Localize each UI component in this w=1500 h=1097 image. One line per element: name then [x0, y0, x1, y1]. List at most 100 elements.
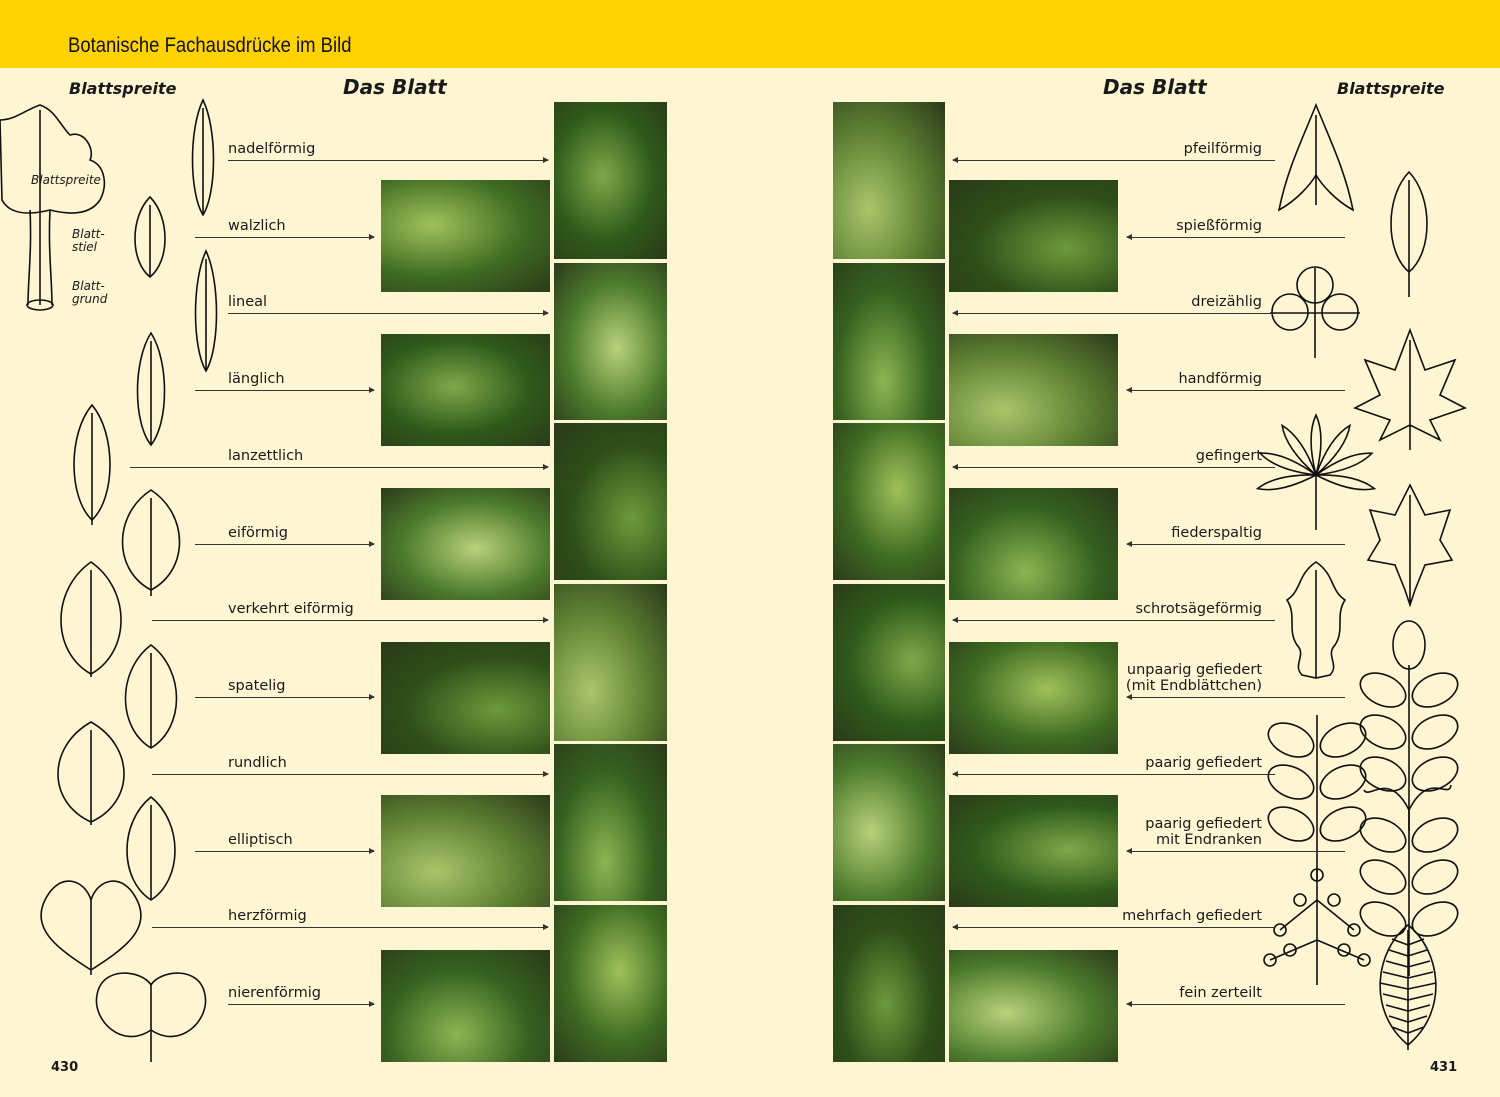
plant-photo — [381, 488, 550, 600]
pointer-line — [195, 541, 375, 547]
leaf-drawing — [1263, 953, 1277, 967]
label-1: spießförmig — [1176, 218, 1262, 234]
pointer-line — [228, 1001, 375, 1007]
left-subtitle: Blattspreite — [69, 79, 177, 98]
leaf-drawing — [1270, 268, 1360, 358]
label-8: rundlich — [228, 755, 287, 771]
plant-photo — [949, 950, 1118, 1062]
page-number-right: 431 — [1430, 1060, 1458, 1075]
plant-photo — [554, 905, 667, 1062]
label-8: paarig gefiedert — [1145, 755, 1262, 771]
leaf-drawing — [1359, 672, 1407, 708]
leaf-drawing — [1379, 923, 1437, 1050]
plant-photo — [381, 180, 550, 292]
leaf-drawing — [27, 110, 53, 306]
plant-photo — [949, 334, 1118, 446]
leaf-drawing — [1359, 901, 1407, 937]
leaf-drawing — [1321, 293, 1359, 331]
plant-photo — [381, 642, 550, 754]
leaf-drawing — [1273, 923, 1287, 937]
plant-photo — [949, 642, 1118, 754]
label-2: lineal — [228, 294, 268, 310]
plant-photo — [833, 423, 945, 580]
pointer-line — [1126, 694, 1345, 700]
pointer-line — [228, 157, 549, 163]
pointer-line — [952, 157, 1275, 163]
label-0: pfeilförmig — [1183, 141, 1262, 157]
pointer-line — [952, 924, 1275, 930]
plant-photo — [381, 795, 550, 907]
leaf-drawing — [1319, 806, 1367, 842]
pointer-line — [952, 771, 1275, 777]
pointer-line — [1126, 234, 1345, 240]
plant-photo — [833, 905, 945, 1062]
pointer-line — [952, 310, 1275, 316]
leaf-drawing — [1366, 483, 1454, 608]
leaf-drawing — [1267, 806, 1315, 842]
label-11: nierenförmig — [228, 985, 321, 1001]
plant-photo — [554, 263, 667, 420]
page-number-left: 430 — [51, 1060, 79, 1075]
leaf-drawing — [1281, 423, 1317, 476]
plant-photo — [554, 423, 667, 580]
pointer-line — [152, 617, 549, 623]
pointer-line — [195, 848, 375, 854]
leaf-drawing — [1269, 870, 1365, 985]
leaf-drawing — [1363, 784, 1452, 811]
pointer-line — [195, 694, 375, 700]
plant-photo — [554, 744, 667, 901]
label-3: länglich — [228, 371, 285, 387]
right-section-title: Das Blatt — [1103, 75, 1207, 99]
leaf-drawing — [1359, 756, 1407, 792]
leaf-drawing — [1347, 923, 1361, 937]
plant-photo — [833, 102, 945, 259]
page-title: Botanische Fachausdrücke im Bild — [68, 34, 352, 57]
label-10: herzförmig — [228, 908, 307, 924]
leaf-drawing — [1411, 817, 1459, 853]
leaf-drawing — [1388, 949, 1428, 957]
leaf-drawing — [1315, 452, 1374, 476]
leaf-drawing — [1359, 859, 1407, 895]
pointer-line — [152, 771, 549, 777]
leaf-drawing — [1258, 452, 1317, 476]
label-0: nadelförmig — [228, 141, 316, 157]
leaf-drawing — [1382, 993, 1434, 1001]
pointer-line — [152, 924, 549, 930]
plant-photo — [949, 795, 1118, 907]
leaf-drawing — [1411, 859, 1459, 895]
leaf-drawing — [1319, 764, 1367, 800]
leaf-drawing — [1411, 756, 1459, 792]
leaf-drawing — [1379, 982, 1437, 990]
pointer-line — [1126, 1001, 1345, 1007]
leaf-drawing — [1382, 971, 1434, 979]
pointer-line — [1126, 541, 1345, 547]
pointer-line — [1126, 848, 1345, 854]
leaf-drawing — [1357, 953, 1371, 967]
leaf-drawing — [0, 104, 106, 214]
right-subtitle: Blattspreite — [1337, 79, 1445, 98]
pointer-line — [130, 464, 549, 470]
label-9: paarig gefiedert mit Endranken — [1145, 816, 1262, 848]
header-band: Botanische Fachausdrücke im Bild — [0, 0, 1500, 68]
plant-photo — [949, 488, 1118, 600]
leaf-drawing — [1411, 714, 1459, 750]
leaf-drawing — [1337, 943, 1351, 957]
label-6: verkehrt eiförmig — [228, 601, 354, 617]
leaf-drawing — [1283, 943, 1297, 957]
left-section-title: Das Blatt — [343, 75, 447, 99]
plant-photo — [554, 584, 667, 741]
plant-photo — [833, 584, 945, 741]
plant-photo — [381, 950, 550, 1062]
pointer-line — [195, 234, 375, 240]
pointer-line — [1126, 387, 1345, 393]
pointer-line — [952, 617, 1275, 623]
pointer-line — [228, 310, 549, 316]
label-7: unpaarig gefiedert (mit Endblättchen) — [1125, 662, 1262, 694]
label-9: elliptisch — [228, 832, 293, 848]
label-7: spatelig — [228, 678, 286, 694]
leaf-drawing — [1267, 764, 1315, 800]
leaf-drawing — [1359, 714, 1407, 750]
leaf-drawing — [1388, 1015, 1428, 1023]
label-11: fein zerteilt — [1179, 985, 1262, 1001]
